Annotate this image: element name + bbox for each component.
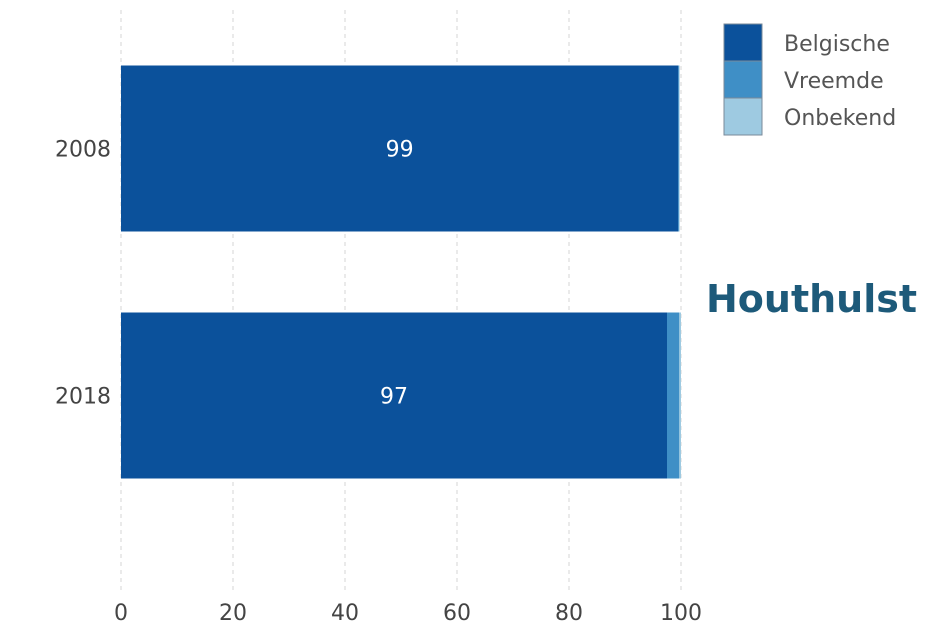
legend-item-vreemde[interactable]: Vreemde <box>723 60 884 99</box>
x-tick-label: 100 <box>660 601 702 625</box>
legend-item-belgische[interactable]: Belgische <box>723 23 890 62</box>
x-tick-label: 20 <box>219 601 247 625</box>
bar-data-label: 97 <box>380 385 408 410</box>
x-axis-tick-labels: 0 20 40 60 80 100 <box>114 601 702 625</box>
bar-segment-belgische-2018[interactable] <box>121 312 667 479</box>
legend-swatch <box>723 23 763 62</box>
bar-segment-vreemde-2008[interactable] <box>678 65 680 232</box>
bar-segment-belgische-2008[interactable] <box>121 65 679 232</box>
legend[interactable]: Belgische Vreemde Onbekend <box>723 23 896 136</box>
y-axis-tick-labels: 2008 2018 <box>55 138 111 410</box>
bar-data-label: 99 <box>386 138 414 163</box>
chart-title: Houthulst <box>706 277 917 321</box>
y-tick-label: 2018 <box>55 385 111 410</box>
data-labels: 99 97 <box>380 138 414 410</box>
bars <box>121 65 681 479</box>
legend-swatch <box>723 60 763 99</box>
legend-item-onbekend[interactable]: Onbekend <box>723 97 896 136</box>
legend-swatch <box>723 97 763 136</box>
bar-segment-vreemde-2018[interactable] <box>667 312 680 479</box>
x-tick-label: 60 <box>443 601 471 625</box>
legend-label: Belgische <box>784 32 890 57</box>
bar-segment-onbekend-2018[interactable] <box>679 312 681 479</box>
legend-label: Vreemde <box>784 69 884 94</box>
x-tick-label: 80 <box>555 601 583 625</box>
x-tick-label: 0 <box>114 601 128 625</box>
y-tick-label: 2008 <box>55 138 111 163</box>
x-tick-label: 40 <box>331 601 359 625</box>
legend-label: Onbekend <box>784 106 896 131</box>
